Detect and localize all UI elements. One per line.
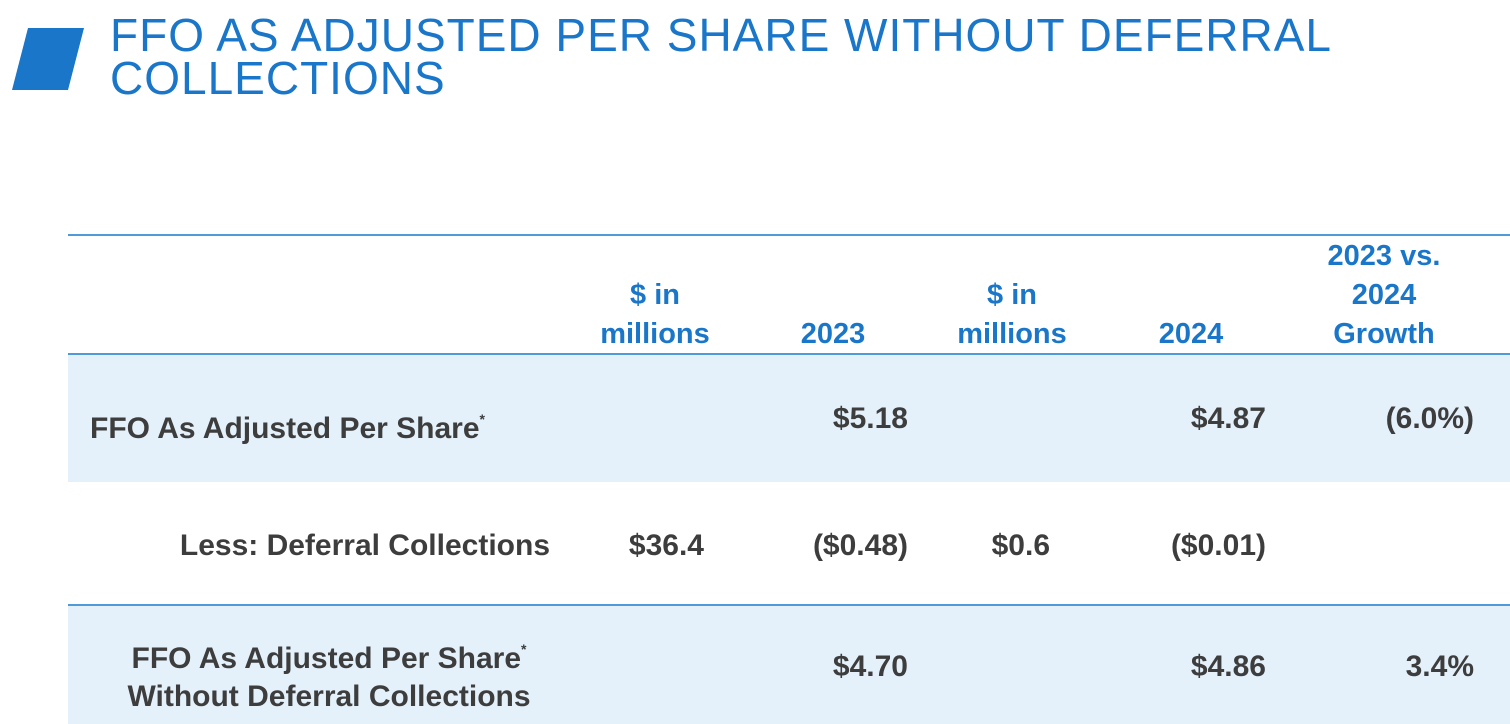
header-millions-2024-line1: $ in: [987, 279, 1037, 311]
table-top-rule: [68, 234, 1510, 236]
row2-value-2024: ($0.01): [1170, 529, 1266, 562]
row3-label: FFO As Adjusted Per Share* Without Defer…: [88, 630, 570, 716]
header-millions-2023: $ in millions: [580, 276, 730, 354]
title-accent-parallelogram: [12, 28, 84, 90]
row1-value-2023: $5.18: [832, 402, 908, 435]
table-row-ffo-adjusted: [68, 355, 1510, 482]
row3-footnote-mark: *: [521, 641, 527, 657]
row3-value-2023: $4.70: [832, 650, 908, 683]
row1-value-2024: $4.87: [1190, 402, 1266, 435]
page-title: FFO AS ADJUSTED PER SHARE WITHOUT DEFERR…: [110, 9, 1331, 104]
header-growth: 2023 vs. 2024 Growth: [1304, 237, 1464, 354]
header-growth-line3: Growth: [1333, 318, 1435, 350]
header-2023-label: 2023: [800, 318, 866, 350]
row3-label-line2: Without Deferral Collections: [127, 680, 531, 713]
header-growth-line1: 2023 vs.: [1327, 240, 1441, 272]
table-row-ffo-without-deferral: [68, 606, 1510, 724]
row1-growth: (6.0%): [1385, 402, 1474, 435]
row1-label-text: FFO As Adjusted Per Share: [90, 412, 480, 445]
ffo-table: $ in millions 2023 $ in millions 2024 20…: [68, 234, 1510, 724]
header-growth-line2: 2024: [1351, 279, 1417, 311]
row2-label: Less: Deferral Collections: [179, 529, 550, 562]
header-millions-2023-line1: $ in: [630, 279, 680, 311]
header-bottom-rule: [68, 353, 1510, 355]
row3-value-2024: $4.86: [1190, 650, 1266, 683]
header-millions-2024-line2: millions: [957, 318, 1067, 350]
row3-top-rule: [68, 604, 1510, 606]
row3-label-line1: FFO As Adjusted Per Share: [131, 642, 522, 675]
header-2023: 2023: [778, 315, 888, 354]
row2-value-2023: ($0.48): [812, 529, 908, 562]
row2-millions-2023: $36.4: [628, 529, 704, 562]
row1-label: FFO As Adjusted Per Share*: [90, 400, 485, 448]
row1-footnote-mark: *: [479, 411, 485, 427]
row2-millions-2024: $0.6: [991, 529, 1050, 562]
row3-growth: 3.4%: [1405, 650, 1474, 683]
header-millions-2023-line2: millions: [600, 318, 710, 350]
header-millions-2024: $ in millions: [937, 276, 1087, 354]
header-2024: 2024: [1136, 315, 1246, 354]
header-2024-label: 2024: [1158, 318, 1224, 350]
